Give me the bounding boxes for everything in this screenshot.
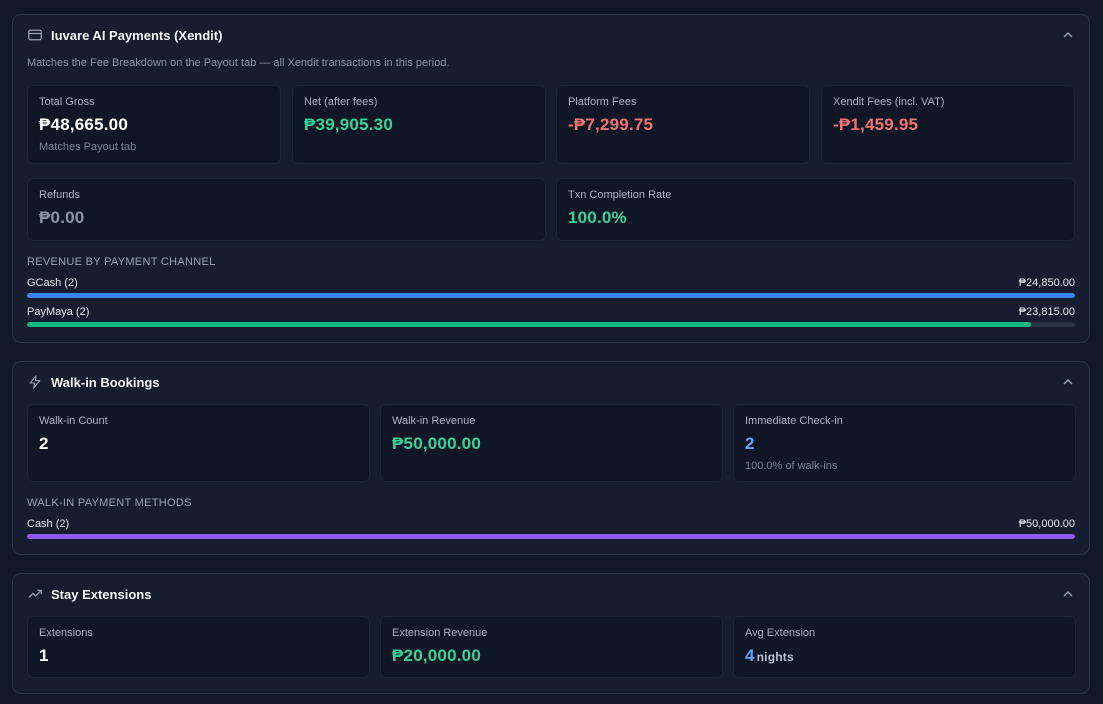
channel-name: GCash (2) <box>27 277 78 289</box>
walkin-count-card: Walk-in Count 2 <box>27 404 370 482</box>
avg-extension-label: Avg Extension <box>745 627 816 639</box>
extensions-title: Stay Extensions <box>51 586 152 602</box>
immediate-checkin-label: Immediate Check-in <box>745 415 843 427</box>
method-amount: ₱50,000.00 <box>1018 518 1075 530</box>
completion-rate-card: Txn Completion Rate 100.0% <box>556 178 1075 241</box>
avg-extension-value: 4 nights <box>745 646 1064 666</box>
channel-amount: ₱23,815.00 <box>1018 306 1075 318</box>
avg-extension-number: 4 <box>745 646 755 665</box>
completion-rate-value: 100.0% <box>568 208 627 227</box>
walkin-revenue-value: ₱50,000.00 <box>392 434 481 453</box>
walkin-panel: Walk-in Bookings Walk-in Count 2 Walk-in… <box>12 361 1090 555</box>
xendit-fees-value: -₱1,459.95 <box>833 115 919 134</box>
method-bar-track <box>27 534 1075 539</box>
walkin-title: Walk-in Bookings <box>51 374 160 390</box>
platform-fees-label: Platform Fees <box>568 96 637 108</box>
payments-subtitle: Matches the Fee Breakdown on the Payout … <box>27 57 450 69</box>
method-bar-fill <box>27 534 1075 539</box>
refunds-label: Refunds <box>39 189 80 201</box>
total-gross-value: ₱48,665.00 <box>39 115 128 134</box>
immediate-checkin-value: 2 <box>745 434 755 453</box>
net-value: ₱39,905.30 <box>304 115 393 134</box>
extensions-count-card: Extensions 1 <box>27 616 370 678</box>
payments-panel-header[interactable]: Iuvare AI Payments (Xendit) <box>27 15 1075 55</box>
credit-card-icon <box>27 27 43 43</box>
immediate-checkin-note: 100.0% of walk-ins <box>745 460 838 472</box>
walkin-revenue-card: Walk-in Revenue ₱50,000.00 <box>380 404 723 482</box>
chevron-up-icon[interactable] <box>1061 375 1075 389</box>
chevron-up-icon[interactable] <box>1061 28 1075 42</box>
platform-fees-value: -₱7,299.75 <box>568 115 654 134</box>
trending-up-icon <box>27 586 43 602</box>
payments-title: Iuvare AI Payments (Xendit) <box>51 27 223 43</box>
xendit-fees-label: Xendit Fees (incl. VAT) <box>833 96 945 108</box>
channel-bar-track <box>27 322 1075 327</box>
channel-amount: ₱24,850.00 <box>1018 277 1075 289</box>
refunds-value: ₱0.00 <box>39 208 85 227</box>
extensions-count-value: 1 <box>39 646 49 665</box>
xendit-fees-card: Xendit Fees (incl. VAT) -₱1,459.95 <box>821 85 1075 164</box>
total-gross-label: Total Gross <box>39 96 95 108</box>
walkin-methods-heading: Walk-in Payment Methods <box>27 497 192 509</box>
extensions-count-label: Extensions <box>39 627 93 639</box>
total-gross-card: Total Gross ₱48,665.00 Matches Payout ta… <box>27 85 281 164</box>
total-gross-note: Matches Payout tab <box>39 141 137 153</box>
extensions-panel: Stay Extensions Extensions 1 Extension R… <box>12 573 1090 694</box>
extension-revenue-label: Extension Revenue <box>392 627 488 639</box>
refunds-card: Refunds ₱0.00 <box>27 178 546 241</box>
extension-revenue-card: Extension Revenue ₱20,000.00 <box>380 616 723 678</box>
chevron-up-icon[interactable] <box>1061 587 1075 601</box>
channel-row-paymaya: PayMaya (2) ₱23,815.00 <box>27 306 1075 332</box>
walkin-count-value: 2 <box>39 434 49 453</box>
method-row-cash: Cash (2) ₱50,000.00 <box>27 518 1075 544</box>
channel-bar-fill <box>27 322 1031 327</box>
extensions-panel-header[interactable]: Stay Extensions <box>27 574 1075 614</box>
extension-revenue-value: ₱20,000.00 <box>392 646 481 665</box>
net-card: Net (after fees) ₱39,905.30 <box>292 85 546 164</box>
walkin-count-label: Walk-in Count <box>39 415 108 427</box>
channel-row-gcash: GCash (2) ₱24,850.00 <box>27 277 1075 303</box>
channel-bar-track <box>27 293 1075 298</box>
net-label: Net (after fees) <box>304 96 378 108</box>
avg-extension-card: Avg Extension 4 nights <box>733 616 1076 678</box>
walkin-panel-header[interactable]: Walk-in Bookings <box>27 362 1075 402</box>
method-name: Cash (2) <box>27 518 70 530</box>
walkin-revenue-label: Walk-in Revenue <box>392 415 476 427</box>
immediate-checkin-card: Immediate Check-in 2 100.0% of walk-ins <box>733 404 1076 482</box>
platform-fees-card: Platform Fees -₱7,299.75 <box>556 85 810 164</box>
channel-name: PayMaya (2) <box>27 306 90 318</box>
completion-rate-label: Txn Completion Rate <box>568 189 672 201</box>
channel-bar-fill <box>27 293 1075 298</box>
channel-heading: Revenue by Payment Channel <box>27 256 216 268</box>
lightning-icon <box>27 374 43 390</box>
payments-panel: Iuvare AI Payments (Xendit) Matches the … <box>12 14 1090 343</box>
avg-extension-unit: nights <box>756 650 794 664</box>
